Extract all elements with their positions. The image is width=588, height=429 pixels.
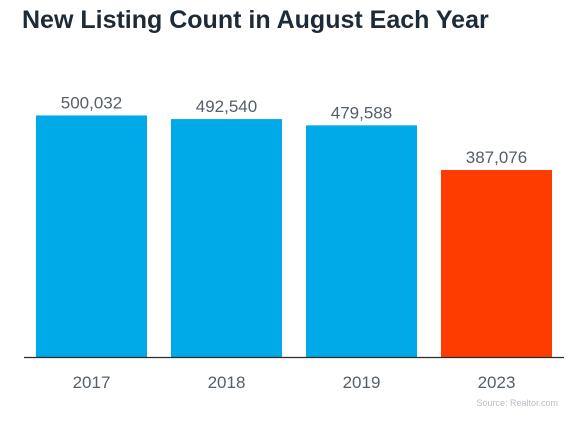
bar-2018: [171, 119, 282, 358]
bar-2023: [441, 170, 552, 357]
x-tick-2017: 2017: [73, 373, 111, 392]
bar-2017: [36, 115, 147, 357]
value-label-2023: 387,076: [466, 148, 527, 167]
x-tick-2018: 2018: [208, 373, 246, 392]
value-label-2018: 492,540: [196, 97, 257, 116]
chart-title: New Listing Count in August Each Year: [22, 6, 489, 34]
value-label-2017: 500,032: [61, 93, 122, 112]
x-tick-2023: 2023: [478, 373, 516, 392]
bar-2019: [306, 125, 417, 357]
source-note: Source: Realtor.com: [476, 398, 558, 408]
x-tick-2019: 2019: [343, 373, 381, 392]
value-label-2019: 479,588: [331, 103, 392, 122]
